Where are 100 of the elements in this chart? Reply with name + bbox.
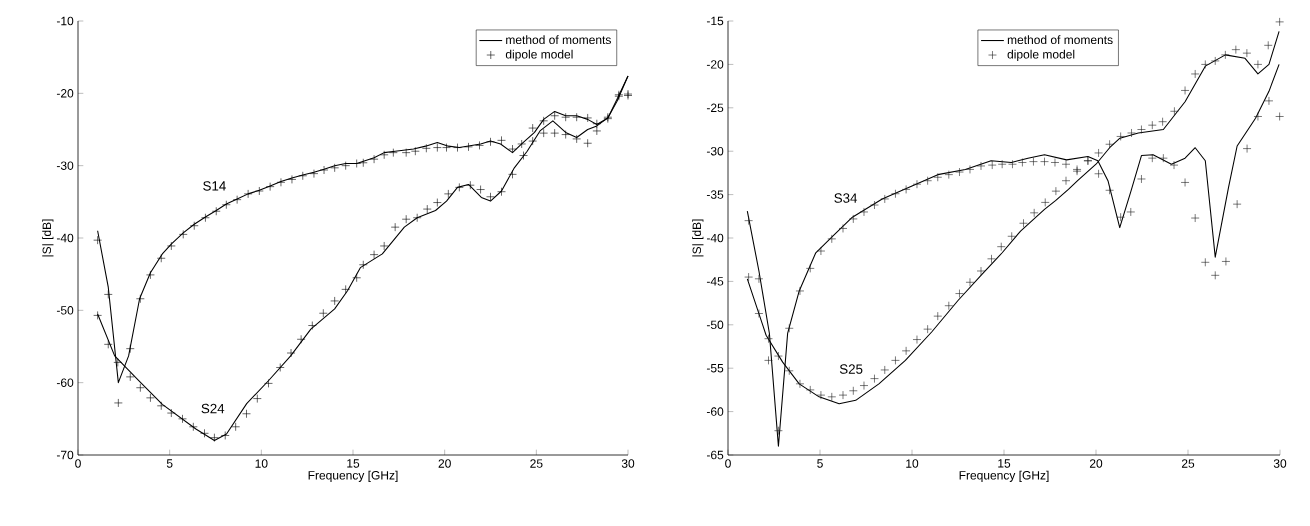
x-tick-label: 0	[75, 459, 81, 468]
point	[444, 189, 453, 199]
point	[827, 392, 837, 402]
point	[1029, 157, 1038, 166]
point	[466, 180, 475, 190]
point	[784, 323, 794, 333]
point	[572, 134, 581, 144]
point	[243, 189, 253, 199]
y-tick-label: -70	[56, 450, 74, 460]
point	[497, 187, 506, 197]
x-tick-label: 15	[347, 459, 360, 468]
point	[167, 241, 176, 251]
point	[114, 398, 123, 408]
y-tick-label: -45	[706, 277, 724, 286]
point	[528, 136, 537, 146]
point	[816, 390, 826, 400]
point	[774, 351, 783, 361]
point	[764, 334, 773, 343]
point	[486, 192, 495, 202]
point	[136, 294, 145, 304]
point	[891, 356, 900, 365]
point	[453, 143, 462, 152]
point	[330, 163, 339, 173]
point	[1201, 60, 1210, 69]
point	[1169, 160, 1179, 170]
point	[211, 206, 221, 216]
point	[412, 213, 422, 223]
point	[1275, 112, 1284, 121]
point	[944, 170, 954, 179]
point	[1263, 41, 1273, 50]
point	[827, 234, 837, 244]
point	[891, 189, 900, 199]
point	[156, 401, 166, 411]
annotation: S25	[839, 364, 863, 374]
point	[880, 194, 890, 204]
point	[976, 161, 986, 171]
point	[220, 431, 230, 440]
point	[955, 167, 964, 177]
y-tick-label: -40	[706, 233, 724, 243]
point	[309, 169, 319, 178]
point	[744, 216, 753, 225]
point	[583, 138, 592, 148]
point	[997, 159, 1007, 169]
point	[583, 113, 592, 123]
point	[1094, 169, 1103, 179]
point	[486, 137, 495, 147]
y-tick-label: -40	[56, 233, 74, 243]
y-tick-label: -20	[56, 89, 74, 98]
point	[189, 221, 199, 230]
point	[264, 379, 273, 388]
point	[805, 264, 815, 273]
y-tick-label: -30	[706, 146, 724, 156]
point	[464, 142, 473, 152]
point	[550, 111, 559, 121]
point	[1242, 48, 1252, 58]
point	[475, 141, 484, 150]
point	[944, 301, 954, 311]
point	[231, 422, 240, 432]
point	[319, 308, 328, 318]
point	[1170, 106, 1179, 116]
point	[1159, 153, 1168, 163]
point	[341, 161, 350, 170]
point	[572, 112, 581, 122]
point	[178, 414, 187, 424]
point	[744, 272, 753, 282]
point	[401, 148, 411, 157]
point	[1127, 128, 1136, 138]
point	[287, 175, 297, 184]
point	[955, 289, 964, 298]
point	[880, 365, 890, 375]
point	[933, 311, 943, 321]
point	[210, 433, 219, 442]
point	[1019, 218, 1028, 228]
point	[1040, 198, 1050, 207]
point	[125, 372, 135, 382]
point	[764, 356, 773, 365]
point	[912, 335, 922, 344]
point	[330, 296, 339, 306]
point	[1061, 176, 1071, 186]
point	[754, 309, 764, 318]
point	[276, 178, 286, 187]
x-tick-label: 15	[998, 459, 1011, 468]
point	[358, 260, 368, 270]
point	[1116, 132, 1125, 141]
point	[965, 165, 975, 174]
point	[901, 185, 911, 194]
annotation: S24	[201, 403, 225, 414]
point	[592, 119, 602, 129]
point	[401, 214, 411, 224]
point	[1050, 158, 1060, 167]
y-tick-label: -60	[56, 378, 74, 387]
y-axis-title: |S| [dB]	[42, 219, 54, 257]
y-tick-label: -50	[56, 306, 74, 315]
point	[1210, 271, 1220, 280]
point	[1221, 257, 1231, 266]
point	[242, 409, 251, 419]
point	[870, 200, 879, 210]
point	[1253, 112, 1263, 121]
point	[178, 230, 188, 239]
point	[255, 186, 264, 196]
